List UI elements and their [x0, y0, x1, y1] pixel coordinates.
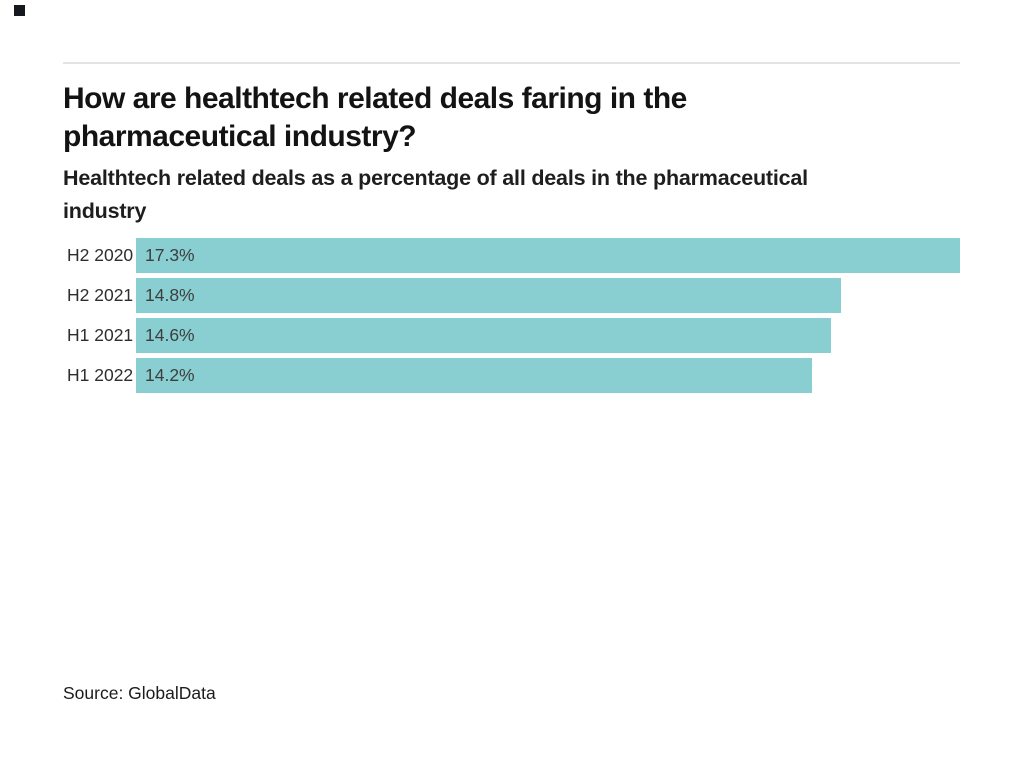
chart-row: H2 2021 14.8%	[63, 278, 960, 313]
category-label: H1 2021	[67, 325, 134, 345]
bar-value-label: 14.2%	[145, 365, 195, 385]
bar: 14.6%	[136, 318, 832, 353]
page-title-line-1: How are healthtech related deals faring …	[63, 82, 687, 115]
category-label: H1 2022	[67, 365, 134, 385]
bar-track: 14.2%	[136, 358, 960, 393]
bar-value-label: 14.8%	[145, 285, 195, 305]
chart-row: H1 2022 14.2%	[63, 358, 960, 393]
page-title: How are healthtech related deals faring …	[63, 80, 960, 156]
brand-mark-square	[14, 5, 25, 16]
bar-chart: H2 2020 17.3% H2 2021 14.8% H1 2021 14.6% H1 2…	[63, 238, 960, 393]
chart-content: How are healthtech related deals faring …	[63, 80, 960, 398]
bar: 14.8%	[136, 278, 841, 313]
source-attribution: Source: GlobalData	[63, 683, 216, 703]
chart-row: H1 2021 14.6%	[63, 318, 960, 353]
category-label: H2 2020	[67, 245, 134, 265]
chart-row: H2 2020 17.3%	[63, 238, 960, 273]
bar-track: 17.3%	[136, 238, 960, 273]
page-title-line-2: pharmaceutical industry?	[63, 120, 417, 153]
chart-subtitle-line-1: Healthtech related deals as a percentage…	[63, 166, 808, 190]
category-label: H2 2021	[67, 285, 134, 305]
bar: 14.2%	[136, 358, 813, 393]
top-divider-line	[63, 62, 960, 64]
bar-value-label: 14.6%	[145, 325, 195, 345]
chart-subtitle: Healthtech related deals as a percentage…	[63, 162, 960, 228]
bar-value-label: 17.3%	[145, 245, 195, 265]
bar: 17.3%	[136, 238, 960, 273]
bar-track: 14.6%	[136, 318, 960, 353]
bar-track: 14.8%	[136, 278, 960, 313]
chart-subtitle-line-2: industry	[63, 199, 147, 223]
